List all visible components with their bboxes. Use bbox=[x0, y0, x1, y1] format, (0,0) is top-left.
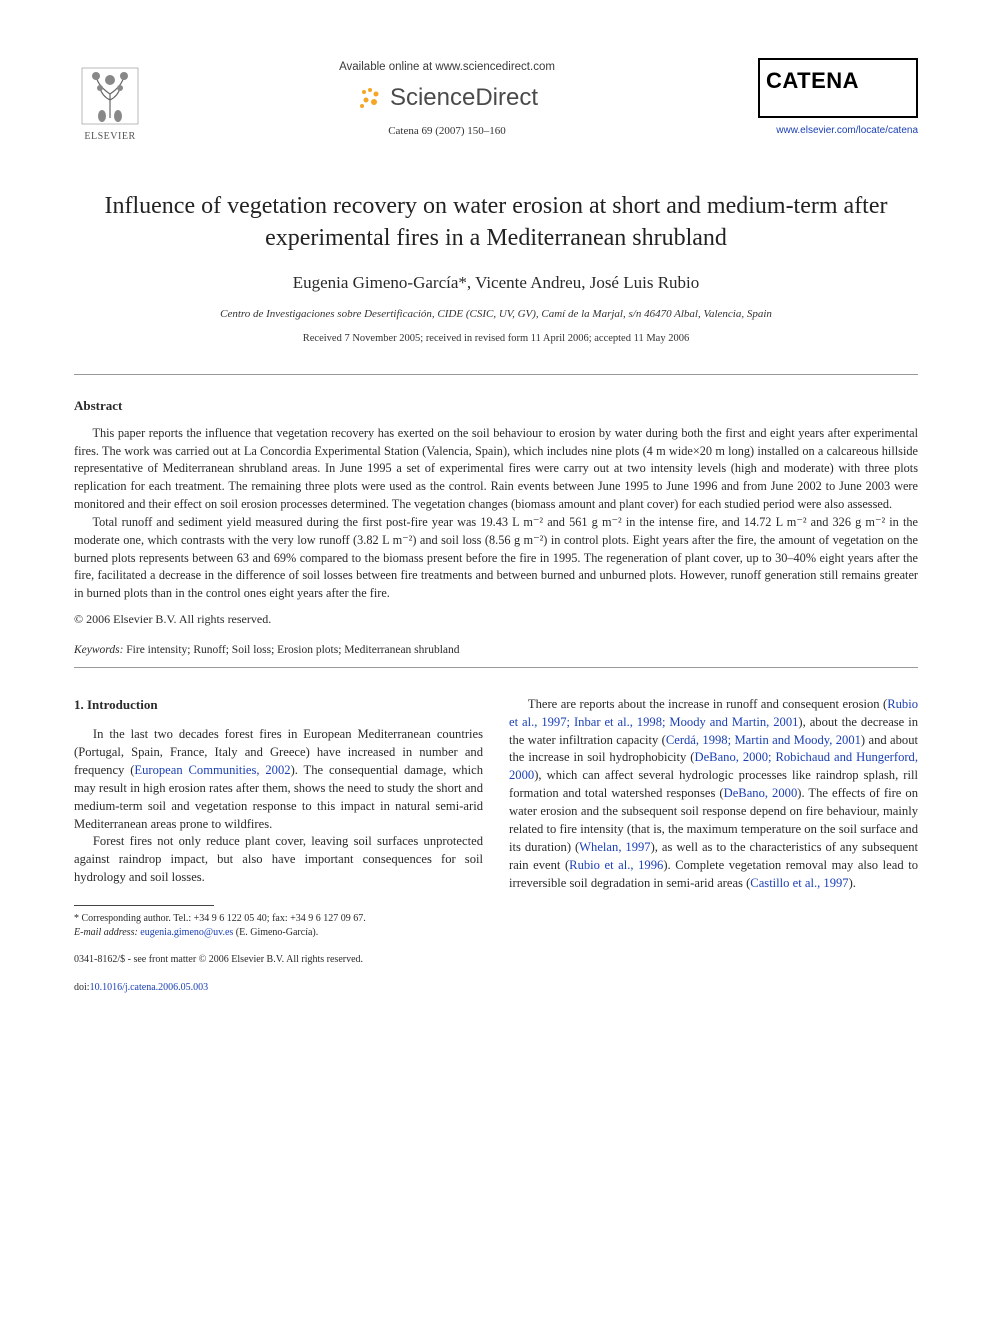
citation-link[interactable]: European Communities, 2002 bbox=[134, 763, 290, 777]
corresponding-author-footnote: * Corresponding author. Tel.: +34 9 6 12… bbox=[74, 912, 483, 939]
sciencedirect-text: ScienceDirect bbox=[390, 82, 538, 114]
doi-label: doi: bbox=[74, 982, 90, 993]
intro-para-right: There are reports about the increase in … bbox=[509, 696, 918, 893]
abstract-body: This paper reports the influence that ve… bbox=[74, 425, 918, 603]
email-link[interactable]: eugenia.gimeno@uv.es bbox=[140, 927, 233, 938]
text-run: There are reports about the increase in … bbox=[528, 697, 887, 711]
section-heading: 1. Introduction bbox=[74, 696, 483, 714]
elsevier-logo: ELSEVIER bbox=[74, 64, 146, 144]
keywords-line: Keywords: Fire intensity; Runoff; Soil l… bbox=[74, 643, 918, 659]
abstract-para-1: This paper reports the influence that ve… bbox=[74, 425, 918, 514]
paper-header: ELSEVIER Available online at www.science… bbox=[74, 58, 918, 144]
abstract-para-2: Total runoff and sediment yield measured… bbox=[74, 514, 918, 603]
rule-below-keywords bbox=[74, 667, 918, 668]
footnote-email-line: E-mail address: eugenia.gimeno@uv.es (E.… bbox=[74, 926, 483, 940]
article-title: Influence of vegetation recovery on wate… bbox=[104, 190, 888, 255]
elsevier-label: ELSEVIER bbox=[84, 130, 135, 144]
elsevier-tree-icon bbox=[78, 64, 142, 128]
journal-logo-block: CATENA www.elsevier.com/locate/catena bbox=[748, 58, 918, 138]
footnote-rule bbox=[74, 905, 214, 906]
rule-above-abstract bbox=[74, 374, 918, 375]
text-run: ). bbox=[849, 876, 856, 890]
citation-link[interactable]: Cerdá, 1998; Martin and Moody, 2001 bbox=[666, 733, 861, 747]
article-dates: Received 7 November 2005; received in re… bbox=[74, 332, 918, 346]
catena-journal-box: CATENA bbox=[758, 58, 918, 118]
citation-link[interactable]: DeBano, 2000 bbox=[724, 786, 798, 800]
intro-para-1: In the last two decades forest fires in … bbox=[74, 726, 483, 833]
author-list: Eugenia Gimeno-García*, Vicente Andreu, … bbox=[74, 272, 918, 295]
journal-locate-link[interactable]: www.elsevier.com/locate/catena bbox=[748, 124, 918, 138]
right-column: There are reports about the increase in … bbox=[509, 696, 918, 996]
keywords-values: Fire intensity; Runoff; Soil loss; Erosi… bbox=[126, 644, 459, 656]
citation-link[interactable]: Castillo et al., 1997 bbox=[750, 876, 848, 890]
body-columns: 1. Introduction In the last two decades … bbox=[74, 696, 918, 996]
citation-link[interactable]: Whelan, 1997 bbox=[579, 840, 650, 854]
email-label: E-mail address: bbox=[74, 927, 138, 938]
keywords-label: Keywords: bbox=[74, 644, 123, 656]
header-center: Available online at www.sciencedirect.co… bbox=[146, 58, 748, 139]
email-tail: (E. Gimeno-García). bbox=[233, 927, 318, 938]
footnote-tel: * Corresponding author. Tel.: +34 9 6 12… bbox=[74, 912, 483, 926]
sciencedirect-logo: ScienceDirect bbox=[146, 82, 748, 114]
available-online-line: Available online at www.sciencedirect.co… bbox=[146, 60, 748, 76]
abstract-copyright: © 2006 Elsevier B.V. All rights reserved… bbox=[74, 611, 918, 627]
abstract-heading: Abstract bbox=[74, 397, 918, 415]
doi-link[interactable]: 10.1016/j.catena.2006.05.003 bbox=[90, 982, 209, 993]
doi-line: doi:10.1016/j.catena.2006.05.003 bbox=[74, 981, 483, 995]
intro-para-2: Forest fires not only reduce plant cover… bbox=[74, 833, 483, 887]
sciencedirect-dots-icon bbox=[356, 84, 384, 112]
affiliation: Centro de Investigaciones sobre Desertif… bbox=[74, 307, 918, 322]
left-column: 1. Introduction In the last two decades … bbox=[74, 696, 483, 996]
citation-link[interactable]: Rubio et al., 1996 bbox=[569, 858, 663, 872]
journal-reference: Catena 69 (2007) 150–160 bbox=[146, 124, 748, 139]
front-matter-line: 0341-8162/$ - see front matter © 2006 El… bbox=[74, 953, 483, 967]
catena-title: CATENA bbox=[766, 66, 910, 96]
